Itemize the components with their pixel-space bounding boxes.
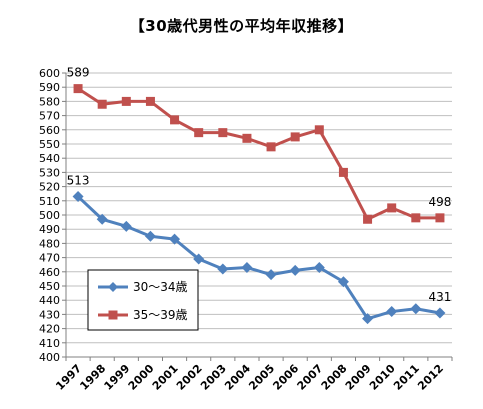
x-tick-label: 2004: [222, 362, 253, 393]
data-label: 498: [428, 195, 451, 209]
y-tick-label: 430: [39, 308, 60, 321]
x-tick-label: 2007: [295, 362, 326, 393]
data-point: [169, 233, 181, 245]
y-tick-label: 410: [39, 337, 60, 350]
y-tick-label: 450: [39, 280, 60, 293]
data-point: [362, 313, 374, 325]
data-point: [170, 115, 180, 125]
y-tick-label: 480: [39, 237, 60, 250]
x-tick-label: 2006: [270, 362, 301, 393]
data-point: [242, 133, 252, 143]
data-point: [194, 128, 204, 138]
data-point: [241, 262, 253, 274]
data-point: [265, 269, 277, 281]
x-tick-label: 2012: [415, 362, 446, 393]
data-point: [386, 306, 398, 318]
chart-title: 【30歳代男性の平均年収推移】: [129, 17, 354, 35]
data-point: [121, 96, 131, 106]
y-tick-label: 440: [39, 294, 60, 307]
y-tick-label: 500: [39, 209, 60, 222]
data-point: [145, 96, 155, 106]
data-point: [337, 276, 349, 288]
x-axis-ticks: 1997199819992000200120022003200420052006…: [53, 362, 446, 393]
data-point: [290, 132, 300, 142]
x-tick-label: 2000: [126, 362, 157, 393]
data-point: [96, 213, 108, 225]
series-group: [72, 84, 446, 325]
x-tick-label: 2001: [150, 362, 181, 393]
data-point: [387, 203, 397, 213]
data-point: [97, 99, 107, 109]
data-point: [266, 142, 276, 152]
data-point: [363, 214, 373, 224]
data-point: [434, 307, 446, 319]
y-tick-label: 490: [39, 223, 60, 236]
series-line-2: [77, 87, 440, 221]
x-tick-label: 1999: [102, 362, 133, 393]
y-tick-label: 600: [39, 67, 60, 80]
data-point: [218, 128, 228, 138]
data-label: 431: [428, 290, 451, 304]
y-tick-label: 420: [39, 323, 60, 336]
y-tick-label: 590: [39, 81, 60, 94]
y-tick-label: 470: [39, 252, 60, 265]
x-tick-label: 1998: [77, 362, 108, 393]
data-point: [410, 303, 422, 315]
x-tick-label: 2009: [343, 362, 374, 393]
data-point: [411, 213, 421, 223]
legend-entry: 30～34歳: [133, 280, 188, 294]
x-tick-label: 2003: [198, 362, 229, 393]
axes: [62, 72, 453, 361]
y-tick-label: 560: [39, 124, 60, 137]
y-tick-label: 570: [39, 110, 60, 123]
y-tick-label: 400: [39, 351, 60, 364]
series-line-1: [77, 195, 441, 321]
x-tick-label: 2005: [246, 362, 277, 393]
data-point: [73, 84, 83, 94]
legend: 30～34歳 35～39歳: [87, 269, 199, 331]
data-point: [193, 253, 205, 265]
y-tick-label: 580: [39, 95, 60, 108]
grid-lines: [66, 72, 452, 344]
y-tick-label: 510: [39, 195, 60, 208]
x-tick-label: 2010: [367, 362, 398, 393]
x-tick-label: 2008: [319, 362, 350, 393]
y-tick-label: 540: [39, 152, 60, 165]
data-label: 513: [67, 174, 90, 188]
legend-marker: [108, 310, 118, 320]
x-tick-label: 1997: [53, 362, 84, 393]
y-tick-label: 460: [39, 266, 60, 279]
data-point: [72, 191, 84, 203]
data-point: [120, 220, 132, 232]
x-tick-label: 2011: [391, 362, 422, 393]
data-point: [338, 167, 348, 177]
data-point: [314, 125, 324, 135]
data-point: [144, 230, 156, 242]
legend-entry: 35～39歳: [133, 308, 188, 322]
data-labels: 513 431 589 498: [67, 66, 452, 304]
data-point: [289, 264, 301, 276]
data-point: [435, 213, 445, 223]
legend-marker: [108, 282, 118, 292]
data-point: [217, 263, 229, 275]
data-label: 589: [67, 66, 90, 80]
y-tick-label: 520: [39, 181, 60, 194]
y-tick-label: 530: [39, 166, 60, 179]
legend-box: [87, 269, 199, 331]
x-tick-label: 2002: [174, 362, 205, 393]
data-point: [313, 262, 325, 274]
y-tick-label: 550: [39, 138, 60, 151]
